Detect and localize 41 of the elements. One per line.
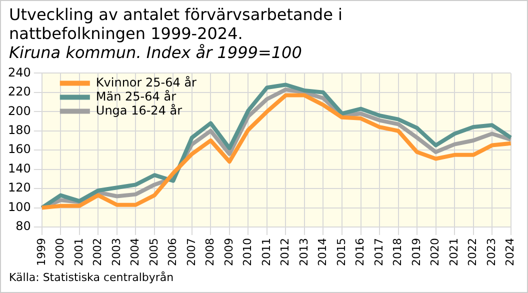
legend-label: Unga 16-24 år [96, 103, 182, 118]
x-tick-label: 2021 [447, 238, 460, 266]
legend-label: Kvinnor 25-64 år [96, 75, 197, 90]
x-tick-label: 2014 [316, 238, 330, 266]
legend-label: Män 25-64 år [96, 89, 176, 104]
y-tick-label: 100 [8, 200, 31, 214]
y-tick-label: 240 [8, 65, 31, 80]
y-tick-label: 140 [8, 161, 31, 176]
text: Källa: Statistiska centralbyrån [9, 271, 174, 284]
x-tick-label: 2020 [428, 238, 442, 266]
y-tick-label: 220 [8, 84, 31, 99]
x-tick-label: 2003 [110, 238, 123, 266]
x-tick-label: 2006 [166, 238, 180, 266]
x-tick-label: 2022 [466, 238, 480, 266]
x-tick-label: 1999 [34, 238, 48, 266]
x-tick-label: 2015 [334, 238, 348, 266]
x-tick-label: 2010 [241, 238, 254, 266]
x-tick-label: 2017 [372, 238, 386, 266]
x-tick-label: 2024 [504, 238, 517, 266]
y-tick-label: 200 [8, 104, 31, 118]
x-tick-label: 2023 [484, 238, 498, 266]
x-tick-label: 2004 [128, 238, 142, 266]
x-tick-label: 2011 [260, 238, 273, 266]
x-tick-label: 2007 [184, 238, 198, 266]
x-tick-label: 2019 [410, 238, 423, 266]
x-tick-label: 2013 [297, 238, 310, 266]
x-tick-label: 2008 [204, 238, 217, 266]
y-tick-label: 120 [8, 180, 31, 195]
x-tick-label: 2002 [91, 238, 104, 266]
chart-title: Utveckling av antalet förvärvsarbetande i nattbefolkningen 1999-2024. [9, 5, 344, 43]
chart-subtitle: Kiruna kommun. Index år 1999=100 [9, 43, 302, 62]
y-tick-label: 160 [8, 142, 31, 156]
y-tick-label: 80 [16, 219, 31, 234]
x-tick-label: 2018 [391, 238, 404, 266]
x-tick-label: 2000 [54, 238, 67, 266]
x-tick-label: 2012 [278, 238, 292, 266]
x-tick-label: 2001 [72, 238, 86, 266]
y-tick-label: 180 [8, 123, 31, 137]
x-tick-label: 2005 [147, 238, 160, 266]
x-tick-label: 2009 [222, 238, 236, 266]
x-tick-label: 2016 [354, 238, 367, 266]
